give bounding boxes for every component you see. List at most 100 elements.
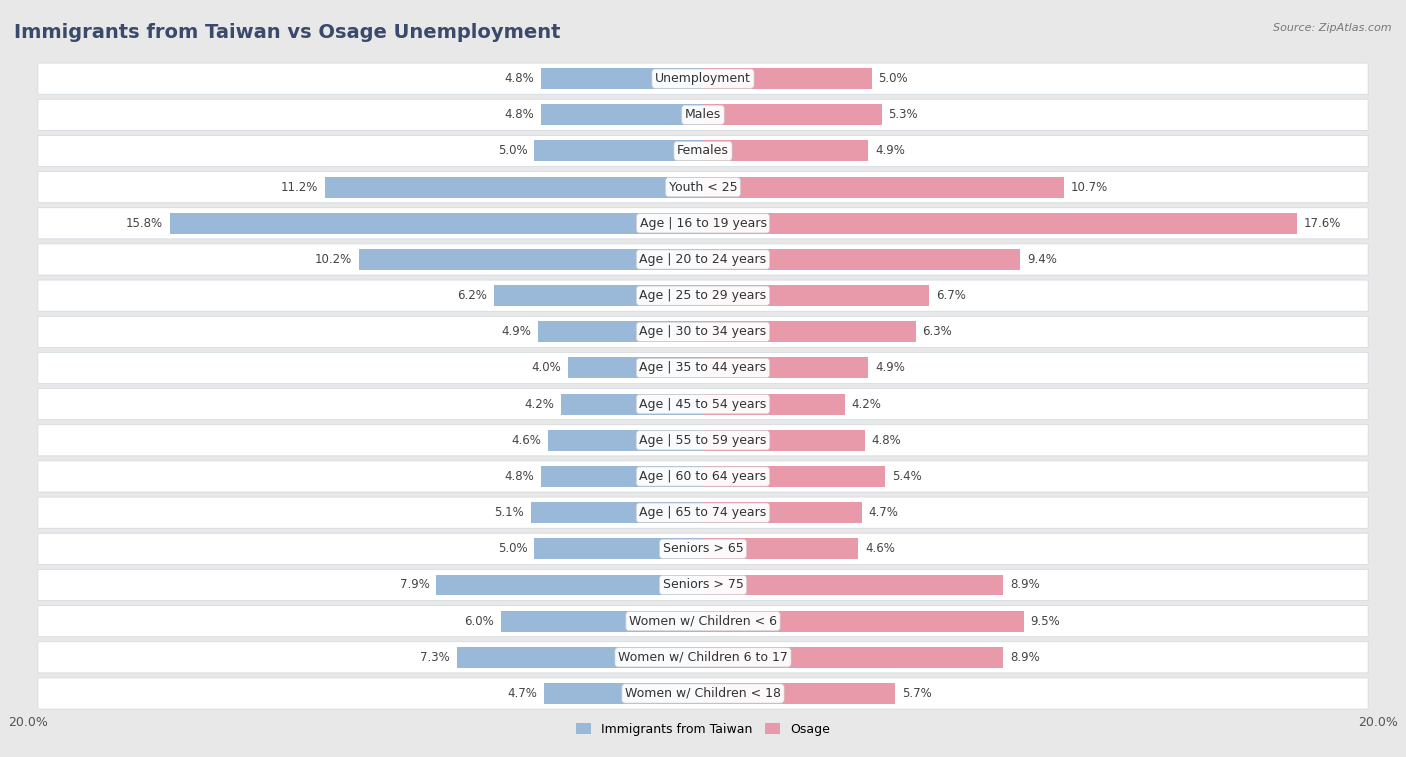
Text: 4.9%: 4.9% — [875, 362, 905, 375]
FancyBboxPatch shape — [38, 461, 1368, 492]
Text: 8.9%: 8.9% — [1010, 578, 1040, 591]
Text: Women w/ Children < 18: Women w/ Children < 18 — [626, 687, 780, 700]
Bar — [703, 285, 929, 306]
Bar — [359, 249, 703, 270]
FancyBboxPatch shape — [38, 99, 1368, 130]
Text: 4.6%: 4.6% — [865, 542, 894, 556]
Bar — [703, 430, 865, 451]
Bar — [703, 213, 1296, 234]
Text: 5.0%: 5.0% — [498, 542, 527, 556]
Text: 4.9%: 4.9% — [501, 326, 531, 338]
Bar — [561, 394, 703, 415]
Bar — [703, 502, 862, 523]
Text: Unemployment: Unemployment — [655, 72, 751, 85]
Bar — [494, 285, 703, 306]
Text: 4.7%: 4.7% — [869, 506, 898, 519]
Text: Women w/ Children < 6: Women w/ Children < 6 — [628, 615, 778, 628]
Bar — [703, 357, 869, 378]
Text: Women w/ Children 6 to 17: Women w/ Children 6 to 17 — [619, 651, 787, 664]
Bar — [703, 68, 872, 89]
FancyBboxPatch shape — [38, 497, 1368, 528]
Text: 4.8%: 4.8% — [505, 470, 534, 483]
Text: 6.2%: 6.2% — [457, 289, 486, 302]
Text: Age | 20 to 24 years: Age | 20 to 24 years — [640, 253, 766, 266]
FancyBboxPatch shape — [38, 388, 1368, 419]
Bar — [544, 683, 703, 704]
Bar — [703, 611, 1024, 631]
Text: 4.7%: 4.7% — [508, 687, 537, 700]
Text: Age | 45 to 54 years: Age | 45 to 54 years — [640, 397, 766, 410]
Text: 4.8%: 4.8% — [505, 108, 534, 121]
Text: 10.2%: 10.2% — [315, 253, 352, 266]
Text: 5.3%: 5.3% — [889, 108, 918, 121]
FancyBboxPatch shape — [38, 353, 1368, 384]
FancyBboxPatch shape — [38, 606, 1368, 637]
FancyBboxPatch shape — [38, 207, 1368, 239]
Text: 10.7%: 10.7% — [1071, 181, 1108, 194]
FancyBboxPatch shape — [38, 642, 1368, 673]
Text: 5.7%: 5.7% — [903, 687, 932, 700]
Text: Males: Males — [685, 108, 721, 121]
Text: 4.2%: 4.2% — [524, 397, 554, 410]
Bar — [534, 538, 703, 559]
Bar — [703, 466, 886, 487]
Text: 5.0%: 5.0% — [498, 145, 527, 157]
Bar — [534, 141, 703, 161]
FancyBboxPatch shape — [38, 533, 1368, 565]
Bar — [436, 575, 703, 596]
Text: 6.0%: 6.0% — [464, 615, 494, 628]
Text: Age | 35 to 44 years: Age | 35 to 44 years — [640, 362, 766, 375]
Bar — [703, 176, 1064, 198]
Text: 4.2%: 4.2% — [852, 397, 882, 410]
Text: 11.2%: 11.2% — [281, 181, 318, 194]
Text: 4.8%: 4.8% — [505, 72, 534, 85]
Text: Age | 16 to 19 years: Age | 16 to 19 years — [640, 217, 766, 230]
Text: Age | 30 to 34 years: Age | 30 to 34 years — [640, 326, 766, 338]
Text: Seniors > 75: Seniors > 75 — [662, 578, 744, 591]
Text: 7.9%: 7.9% — [399, 578, 430, 591]
Bar — [703, 575, 1004, 596]
Text: 8.9%: 8.9% — [1010, 651, 1040, 664]
Bar — [541, 104, 703, 126]
Text: Immigrants from Taiwan vs Osage Unemployment: Immigrants from Taiwan vs Osage Unemploy… — [14, 23, 561, 42]
Bar — [457, 646, 703, 668]
Bar — [170, 213, 703, 234]
Legend: Immigrants from Taiwan, Osage: Immigrants from Taiwan, Osage — [571, 718, 835, 741]
Text: Seniors > 65: Seniors > 65 — [662, 542, 744, 556]
Text: 5.0%: 5.0% — [879, 72, 908, 85]
FancyBboxPatch shape — [38, 136, 1368, 167]
Text: 6.7%: 6.7% — [936, 289, 966, 302]
Bar — [703, 646, 1004, 668]
Bar — [703, 683, 896, 704]
Text: 4.9%: 4.9% — [875, 145, 905, 157]
Text: Age | 65 to 74 years: Age | 65 to 74 years — [640, 506, 766, 519]
Bar — [537, 321, 703, 342]
Text: 17.6%: 17.6% — [1303, 217, 1341, 230]
Text: 7.3%: 7.3% — [420, 651, 450, 664]
Bar — [703, 104, 882, 126]
FancyBboxPatch shape — [38, 244, 1368, 275]
FancyBboxPatch shape — [38, 569, 1368, 600]
Bar — [501, 611, 703, 631]
Text: 4.0%: 4.0% — [531, 362, 561, 375]
Text: 9.5%: 9.5% — [1031, 615, 1060, 628]
Text: 9.4%: 9.4% — [1026, 253, 1057, 266]
FancyBboxPatch shape — [38, 280, 1368, 311]
Text: Females: Females — [678, 145, 728, 157]
FancyBboxPatch shape — [38, 172, 1368, 203]
Bar — [325, 176, 703, 198]
Text: 15.8%: 15.8% — [127, 217, 163, 230]
Bar — [531, 502, 703, 523]
FancyBboxPatch shape — [38, 425, 1368, 456]
Bar — [541, 466, 703, 487]
Bar — [568, 357, 703, 378]
Text: 4.8%: 4.8% — [872, 434, 901, 447]
Text: 4.6%: 4.6% — [512, 434, 541, 447]
Text: 5.1%: 5.1% — [495, 506, 524, 519]
Bar — [703, 141, 869, 161]
Text: 6.3%: 6.3% — [922, 326, 952, 338]
Text: Age | 55 to 59 years: Age | 55 to 59 years — [640, 434, 766, 447]
Bar — [703, 249, 1021, 270]
Text: 5.4%: 5.4% — [891, 470, 922, 483]
FancyBboxPatch shape — [38, 63, 1368, 94]
